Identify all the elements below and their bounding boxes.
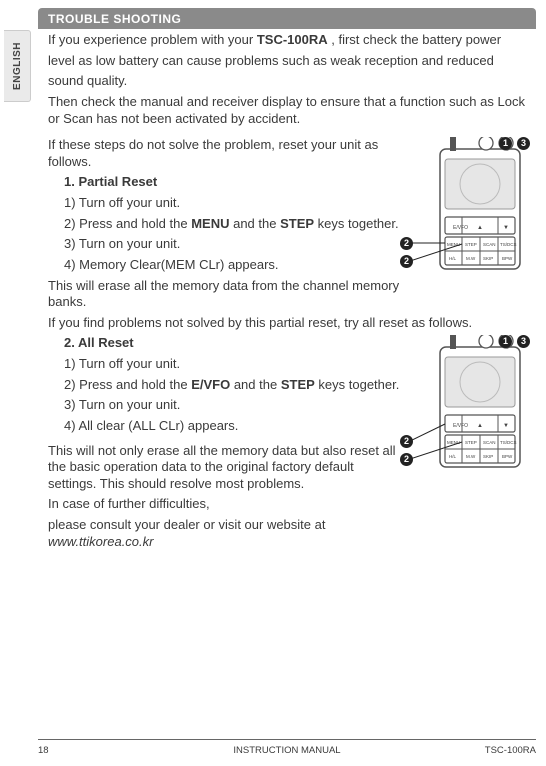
intro-line: Then check the manual and receiver displ…: [48, 94, 532, 127]
language-label: ENGLISH: [12, 42, 23, 90]
svg-text:H/L: H/L: [449, 454, 457, 459]
step: 2) Press and hold the MENU and the STEP …: [64, 216, 400, 233]
svg-text:STEP: STEP: [465, 242, 477, 247]
step: 1) Turn off your unit.: [64, 356, 400, 373]
text: and the: [230, 377, 281, 392]
between-text: If you find problems not solved by this …: [48, 315, 532, 332]
text: 2) Press and hold the: [64, 377, 191, 392]
section-header: TROUBLE SHOOTING: [38, 8, 536, 29]
svg-text:BPW: BPW: [502, 256, 513, 261]
svg-text:TS/DCS: TS/DCS: [500, 440, 517, 445]
intro-line: If you experience problem with your TSC-…: [48, 32, 532, 49]
key-step: STEP: [281, 377, 315, 392]
svg-text:H/L: H/L: [449, 256, 457, 261]
all-after: This will not only erase all the memory …: [48, 443, 400, 493]
step: 3) Turn on your unit.: [64, 397, 400, 414]
step: 2) Press and hold the E/VFO and the STEP…: [64, 377, 400, 394]
language-tab: ENGLISH: [4, 30, 31, 102]
all-after: In case of further difficulties,: [48, 496, 400, 513]
step: 4) Memory Clear(MEM CLr) appears.: [64, 257, 400, 274]
svg-text:STEP: STEP: [465, 440, 477, 445]
footer-center: INSTRUCTION MANUAL: [38, 745, 536, 756]
all-reset-title: 2. All Reset: [64, 335, 400, 352]
text: power: [466, 32, 501, 47]
website-url: www.ttikorea.co.kr: [48, 534, 153, 549]
svg-text:M.W: M.W: [466, 454, 476, 459]
svg-text:SCAN: SCAN: [483, 440, 496, 445]
model-bold: TSC-100RA: [257, 32, 328, 47]
key-step: STEP: [280, 216, 314, 231]
key-menu: MENU: [191, 216, 229, 231]
section-title: TROUBLE SHOOTING: [48, 12, 181, 26]
text: battery: [422, 32, 462, 47]
footer-divider: [38, 739, 536, 740]
svg-text:M.W: M.W: [466, 256, 476, 261]
text: , first check the: [328, 32, 423, 47]
text: If you experience problem with your: [48, 32, 257, 47]
svg-text:▲: ▲: [477, 225, 483, 231]
step: 1) Turn off your unit.: [64, 195, 400, 212]
svg-text:SKIP: SKIP: [483, 454, 493, 459]
partial-reset-title: 1. Partial Reset: [64, 174, 400, 191]
svg-text:BPW: BPW: [502, 454, 513, 459]
intro-line: level as low battery can cause problems …: [48, 53, 532, 70]
text: please consult your dealer or visit our …: [48, 517, 325, 532]
svg-text:SCAN: SCAN: [483, 242, 496, 247]
text: and the: [229, 216, 280, 231]
page-content: If you experience problem with your TSC-…: [48, 32, 532, 554]
partial-after: This will erase all the memory data from…: [48, 278, 400, 311]
radio-figure-2: E/VFO ▲ ▼ MENU STEP SCAN TS/DCS H/L M.W …: [410, 335, 532, 475]
intro-line: sound quality.: [48, 73, 532, 90]
svg-text:▼: ▼: [503, 423, 509, 429]
step: 4) All clear (ALL CLr) appears.: [64, 418, 400, 435]
key-evfo: E/VFO: [191, 377, 230, 392]
svg-text:SKIP: SKIP: [483, 256, 493, 261]
svg-text:▼: ▼: [503, 225, 509, 231]
reset-note: If these steps do not solve the problem,…: [48, 137, 400, 170]
svg-text:▲: ▲: [477, 423, 483, 429]
radio-figure-1: E/VFO ▲ ▼ MENU STEP SCAN TS/DCS H/L M.W …: [410, 137, 532, 277]
svg-text:E/VFO: E/VFO: [453, 225, 468, 231]
step: 3) Turn on your unit.: [64, 236, 400, 253]
text: keys together.: [314, 216, 399, 231]
radio-icon: E/VFO ▲ ▼ MENU STEP SCAN TS/DCS H/L M.W …: [410, 335, 532, 470]
radio-icon: E/VFO ▲ ▼ MENU STEP SCAN TS/DCS H/L M.W …: [410, 137, 532, 272]
text: keys together.: [315, 377, 400, 392]
svg-text:TS/DCS: TS/DCS: [500, 242, 517, 247]
text: 2) Press and hold the: [64, 216, 191, 231]
all-after: please consult your dealer or visit our …: [48, 517, 400, 550]
svg-text:E/VFO: E/VFO: [453, 423, 468, 429]
page-footer: 18 INSTRUCTION MANUAL TSC-100RA: [38, 745, 536, 756]
